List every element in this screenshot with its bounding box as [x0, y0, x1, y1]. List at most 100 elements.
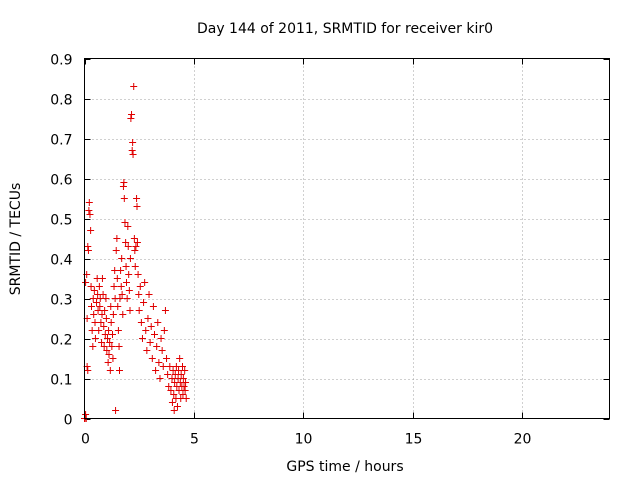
- y-tick-label: 0: [64, 413, 73, 429]
- data-point-marker: [144, 315, 152, 322]
- data-point-marker: [110, 283, 118, 290]
- data-point-marker: [179, 391, 187, 398]
- data-point-marker: [126, 307, 134, 314]
- data-point-marker: [89, 343, 97, 350]
- x-tick-label: 10: [295, 432, 313, 448]
- data-point-marker: [113, 235, 121, 242]
- data-point-marker: [165, 383, 173, 390]
- data-point-marker: [125, 287, 133, 294]
- axis-ticks: 0 0.1 0.2 0.3 0.4 0.5 0.6 0.7 0.8 0.9 0 5 10 15 20: [50, 53, 610, 448]
- y-tick-label: 0.5: [50, 213, 72, 229]
- data-point-marker: [131, 247, 139, 254]
- data-point-marker: [164, 371, 172, 378]
- data-point-marker: [109, 331, 116, 338]
- data-point-marker: [131, 263, 139, 270]
- data-point-marker: [99, 291, 107, 298]
- data-point-marker: [88, 327, 96, 334]
- data-point-marker: [159, 363, 167, 370]
- data-point-marker: [153, 343, 161, 350]
- data-point-marker: [122, 239, 130, 246]
- data-point-marker: [160, 327, 168, 334]
- data-point-marker: [95, 327, 103, 334]
- data-point-marker: [112, 407, 120, 414]
- data-point-marker: [175, 387, 183, 394]
- data-point-marker: [101, 331, 109, 338]
- data-point-marker: [156, 375, 164, 382]
- y-tick-label: 0.8: [50, 93, 72, 109]
- data-point-marker: [91, 335, 99, 342]
- data-point-marker: [152, 367, 160, 374]
- data-point-marker: [123, 295, 131, 302]
- data-point-marker: [82, 411, 90, 418]
- data-point-marker: [163, 355, 171, 362]
- data-point-marker: [167, 387, 175, 394]
- grid-lines: [84, 58, 610, 419]
- data-point-marker: [119, 311, 127, 318]
- data-point-marker: [114, 303, 122, 310]
- data-point-marker: [151, 331, 158, 338]
- data-point-marker: [87, 283, 95, 290]
- data-point-marker: [90, 287, 98, 294]
- y-tick-label: 0.9: [50, 53, 72, 69]
- data-point-marker: [106, 339, 114, 346]
- data-point-marker: [173, 403, 181, 410]
- data-point-marker: [96, 303, 104, 310]
- data-point-marker: [170, 391, 178, 398]
- data-point-marker: [135, 291, 143, 298]
- data-point-marker: [84, 247, 92, 254]
- data-point-marker: [172, 363, 180, 370]
- data-point-marker: [84, 367, 92, 374]
- data-point-marker: [133, 195, 141, 202]
- data-point-marker: [112, 247, 120, 254]
- data-point-marker: [102, 315, 110, 322]
- data-point-marker: [124, 243, 132, 250]
- y-tick-label: 0.1: [50, 373, 72, 389]
- plot-area-frame: [84, 58, 610, 419]
- data-point-marker: [154, 319, 162, 326]
- data-point-marker: [182, 379, 190, 386]
- data-point-marker: [86, 211, 94, 218]
- data-point-marker: [142, 327, 150, 334]
- data-point-marker: [146, 339, 154, 346]
- data-point-marker: [155, 359, 163, 366]
- data-point-marker: [140, 299, 148, 306]
- data-point-marker: [103, 335, 111, 342]
- data-point-marker: [108, 343, 116, 350]
- data-point-marker: [180, 383, 188, 390]
- data-point-marker: [181, 387, 189, 394]
- data-point-marker: [121, 219, 129, 226]
- data-point-marker: [91, 319, 99, 326]
- data-point-marker: [143, 347, 151, 354]
- data-point-marker: [133, 239, 141, 246]
- x-tick-label: 20: [514, 432, 532, 448]
- data-point-marker: [113, 275, 121, 282]
- data-point-marker: [114, 327, 122, 334]
- data-point-marker: [100, 343, 108, 350]
- data-point-marker: [130, 235, 138, 242]
- data-point-marker: [120, 195, 128, 202]
- data-point-marker: [107, 319, 115, 326]
- data-point-marker: [111, 267, 119, 274]
- data-point-marker: [95, 283, 103, 290]
- data-point-marker: [100, 323, 108, 330]
- data-point-marker: [105, 351, 113, 358]
- data-point-marker: [101, 307, 109, 314]
- data-point-marker: [135, 307, 143, 314]
- data-point-marker: [157, 335, 165, 342]
- data-point-marker: [127, 115, 135, 122]
- data-point-marker: [122, 263, 130, 270]
- data-point-marker: [98, 311, 106, 318]
- data-point-marker: [106, 367, 114, 374]
- data-point-marker: [118, 291, 126, 298]
- data-point-marker: [94, 307, 102, 314]
- data-point-marker: [109, 355, 117, 362]
- data-point-marker: [82, 279, 90, 286]
- data-point-marker: [84, 243, 92, 250]
- data-point-marker: [87, 227, 95, 234]
- data-point-marker: [158, 347, 166, 354]
- data-point-marker: [141, 279, 149, 286]
- data-point-marker: [129, 139, 137, 146]
- x-tick-label: 0: [81, 432, 90, 448]
- data-point-marker: [161, 307, 169, 314]
